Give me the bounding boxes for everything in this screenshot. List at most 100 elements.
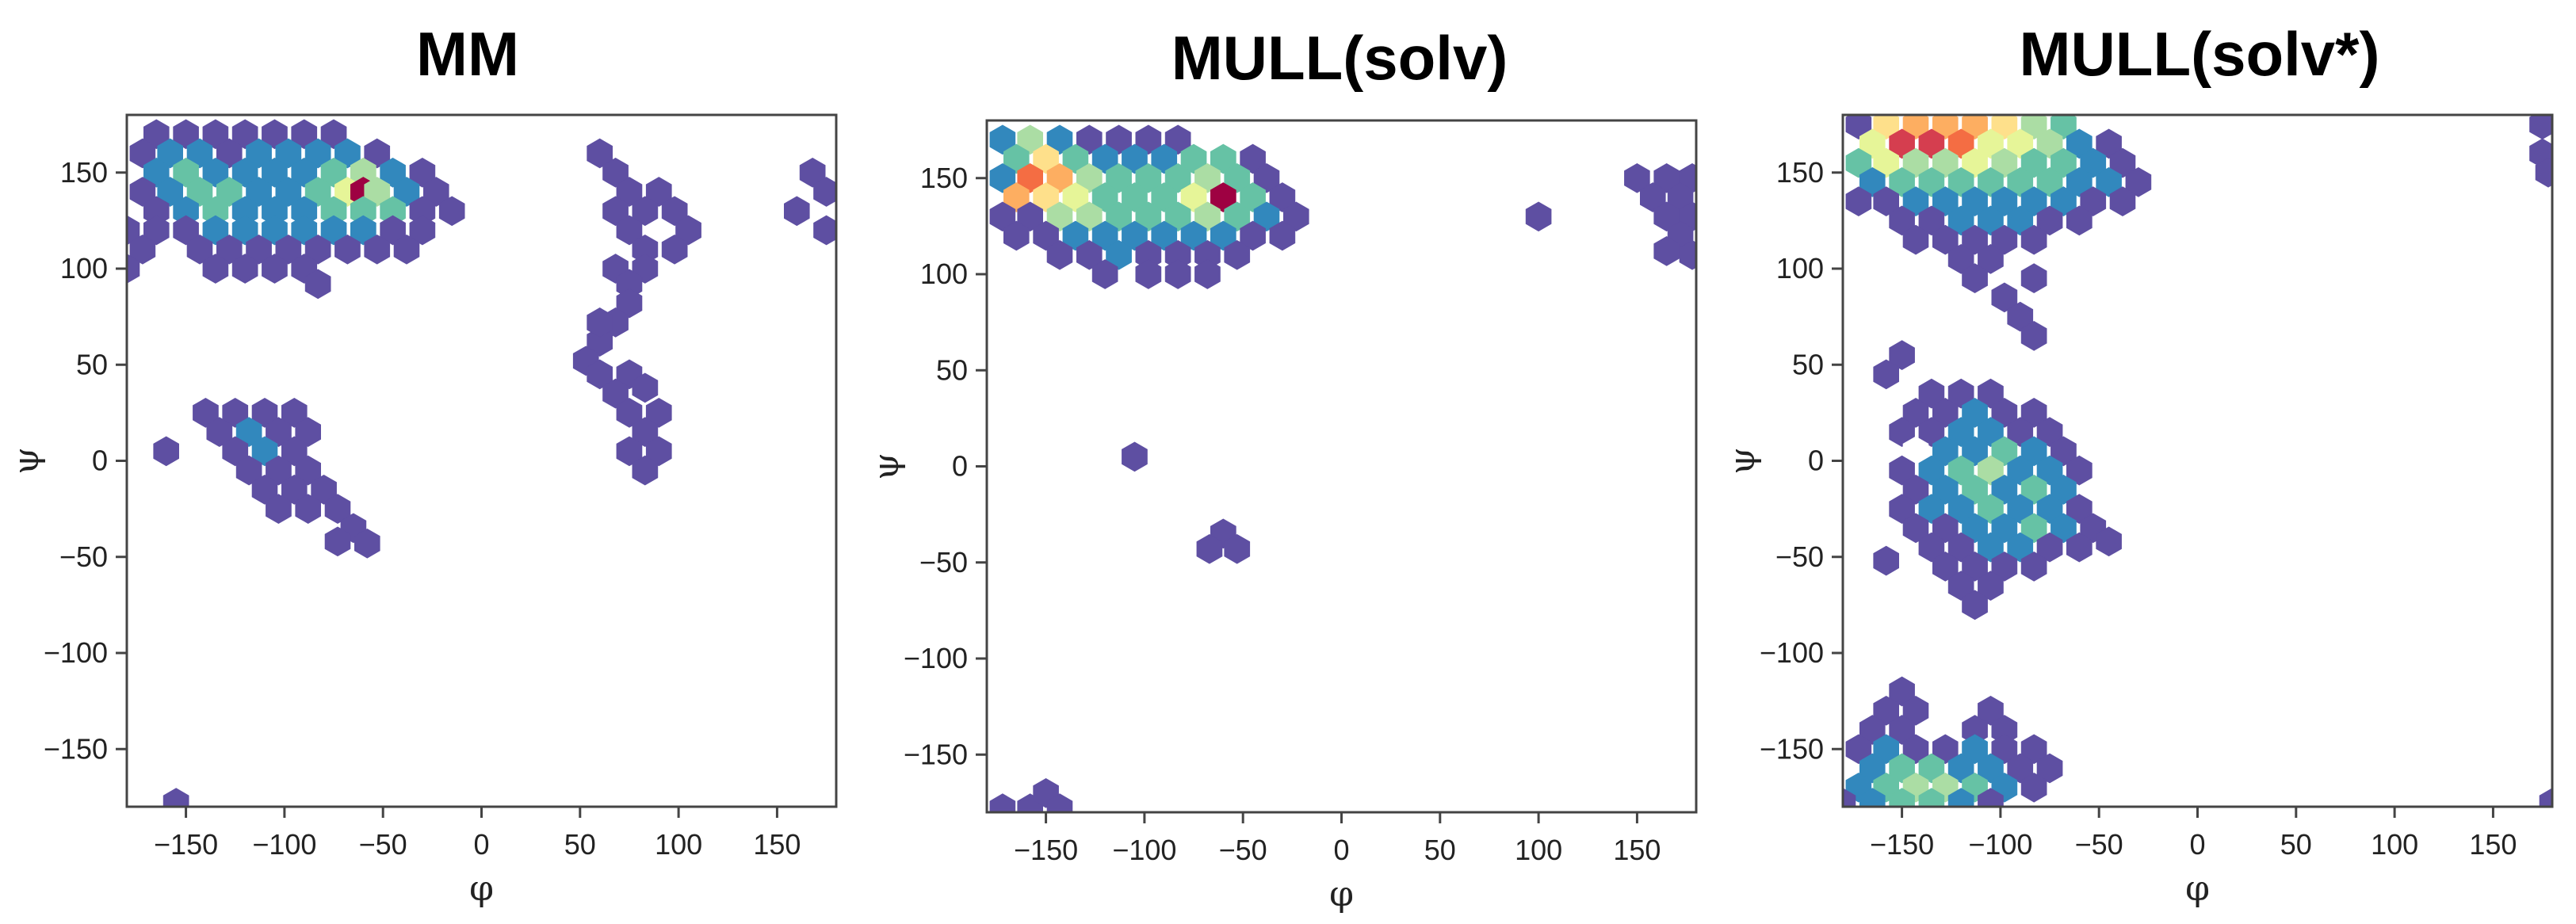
x-tick-label: 100 [1515, 834, 1562, 866]
y-tick-label: 100 [1776, 252, 1824, 284]
hex-bin [616, 215, 643, 246]
hex-bin [291, 215, 318, 246]
x-tick-label: 0 [2189, 828, 2205, 861]
hex-bin [2080, 186, 2107, 216]
hex-bin [1194, 259, 1221, 289]
hex-bin [1902, 186, 1929, 216]
hex-bin [157, 177, 183, 207]
x-tick-label: 0 [1333, 834, 1349, 866]
hex-bin [587, 138, 613, 169]
hex-bin [2050, 513, 2077, 544]
hex-bin [1240, 143, 1266, 174]
hex-bin [173, 119, 199, 150]
hex-bin [632, 372, 659, 403]
hex-bin [2020, 734, 2047, 765]
hex-bin [231, 157, 258, 188]
hex-bin [1978, 455, 2004, 486]
hex-bin [281, 398, 308, 428]
hex-bin [162, 788, 189, 807]
hex-bin [1978, 417, 2004, 447]
hex-bin [645, 398, 672, 428]
hex-bin [1017, 162, 1043, 193]
hex-bin [1889, 676, 1915, 707]
hex-bin [202, 157, 229, 188]
hex-bin [281, 475, 308, 505]
hex-bin [235, 417, 262, 447]
hex-bin [1640, 182, 1666, 212]
hex-bin [1978, 494, 2004, 524]
hex-bin [295, 417, 322, 447]
hex-bin [304, 234, 331, 265]
hex-bin [2036, 417, 2063, 447]
hex-bin [1978, 128, 2004, 159]
hex-bin [1003, 182, 1030, 212]
hex-bin [1062, 182, 1089, 212]
hex-bin [1269, 182, 1296, 212]
hex-bin [1873, 147, 1899, 178]
hex-bin [813, 177, 836, 207]
hex-bin [143, 119, 170, 150]
hex-bin [1253, 162, 1280, 193]
hex-bin [783, 196, 810, 227]
hex-bin [2066, 128, 2093, 159]
hex-bin [251, 475, 278, 505]
x-tick-label: −100 [1968, 828, 2032, 861]
hex-bin [1947, 494, 1974, 524]
hex-bin [202, 215, 229, 246]
hex-bin [1151, 143, 1178, 174]
y-tick-label: 50 [76, 348, 108, 380]
hex-bin [813, 215, 836, 246]
hex-bin [262, 215, 288, 246]
hex-bin [2539, 788, 2552, 807]
hex-bin [1196, 533, 1223, 564]
panel-title: MULL(solv) [1171, 23, 1508, 93]
hex-bin [1091, 220, 1118, 251]
hex-bin [1932, 734, 1959, 765]
hex-bin [2007, 753, 2034, 784]
hex-bin [173, 215, 199, 246]
hex-bin [1947, 753, 1974, 784]
hex-bin [1224, 239, 1251, 270]
hex-bin [1962, 734, 1988, 765]
y-tick-label: 100 [920, 258, 968, 290]
hex-bin [1947, 378, 1974, 409]
hex-bin [266, 494, 292, 524]
hexbin-layer [127, 119, 836, 807]
hex-bin [2020, 772, 2047, 803]
hex-bin [275, 138, 302, 169]
hex-bin [262, 254, 288, 284]
hex-bin [1991, 224, 2018, 255]
hex-bin [216, 177, 243, 207]
hex-bin [2050, 436, 2077, 467]
hex-bin [1164, 201, 1191, 232]
y-tick-label: −100 [904, 642, 968, 674]
hex-bin [1978, 695, 2004, 726]
hex-bin [1859, 128, 1886, 159]
hex-bin [1843, 788, 1856, 807]
hex-bin [246, 177, 272, 207]
x-tick-label: 150 [753, 828, 801, 861]
hex-bin [1902, 224, 1929, 255]
hex-bin [262, 157, 288, 188]
hex-bin [2050, 186, 2077, 216]
hex-bin [1978, 532, 2004, 563]
hex-bin [989, 201, 1016, 232]
hex-bin [1889, 340, 1915, 370]
hex-bin [1962, 590, 1988, 620]
hex-bin [1932, 186, 1959, 216]
hex-bin [304, 138, 331, 169]
hex-bin [2125, 167, 2152, 197]
hex-bin [246, 138, 272, 169]
hex-bin [222, 436, 249, 467]
hex-bin [1624, 162, 1650, 193]
y-tick-label: 50 [1792, 348, 1824, 380]
hex-bin [350, 215, 376, 246]
hex-bin [1918, 417, 1945, 447]
hex-bin [1046, 124, 1073, 155]
hex-bin [989, 793, 1016, 812]
hex-bin [2036, 753, 2063, 784]
hex-bin [1991, 734, 2018, 765]
hex-bin [251, 398, 278, 428]
x-tick-label: −150 [1870, 828, 1934, 861]
hex-bin [616, 436, 643, 467]
